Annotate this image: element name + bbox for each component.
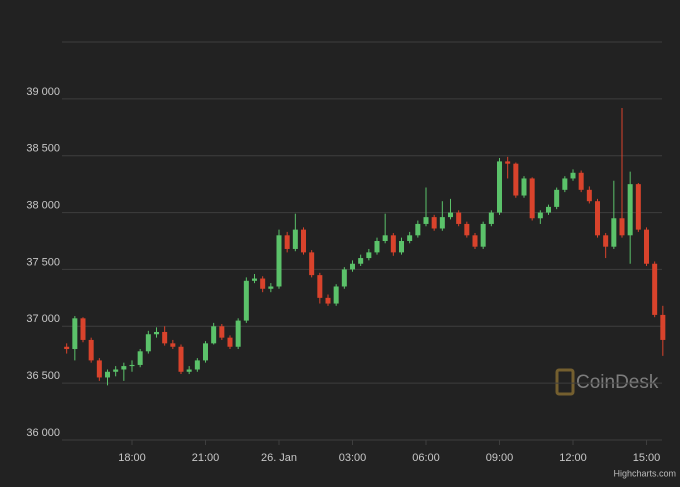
x-tick-label: 03:00 — [339, 452, 367, 464]
candle-body — [154, 331, 159, 335]
candle-body — [423, 217, 429, 224]
candle-body — [529, 178, 535, 219]
candle-body — [439, 217, 445, 229]
candle-body — [570, 172, 576, 179]
candle-body — [145, 334, 151, 352]
candle-body — [211, 326, 217, 344]
candle-body — [64, 346, 70, 350]
watermark: CoinDesk — [555, 368, 659, 396]
candle-body — [358, 258, 364, 264]
candle-body — [219, 326, 225, 338]
candle-body — [121, 366, 127, 370]
candle-body — [472, 235, 478, 247]
watermark-icon — [555, 368, 575, 396]
x-tick-label: 06:00 — [412, 452, 440, 464]
candle-body — [88, 339, 94, 361]
candle-body — [333, 286, 339, 304]
candle-body — [644, 229, 649, 264]
candle-body — [627, 184, 633, 236]
candle-body — [537, 212, 543, 219]
x-tick-label: 15:00 — [633, 452, 661, 464]
y-tick-label: 38 000 — [26, 199, 60, 211]
candle-body — [284, 235, 290, 249]
candle-body — [227, 337, 233, 347]
y-tick-label: 39 000 — [26, 86, 60, 98]
candle-body — [652, 263, 658, 315]
watermark-text: CoinDesk — [576, 372, 659, 393]
candle-body — [325, 297, 331, 304]
candle-body — [464, 223, 470, 236]
candle-body — [431, 217, 437, 229]
y-tick-label: 38 500 — [26, 143, 60, 155]
y-tick-label: 36 000 — [26, 427, 60, 439]
candle-body — [497, 161, 502, 213]
candle-body — [399, 241, 404, 253]
candle-body — [170, 343, 176, 347]
candle-body — [235, 320, 241, 347]
candle-body — [292, 229, 298, 249]
candle-body — [113, 369, 119, 372]
credits: Highcharts.com — [613, 468, 676, 478]
candle-body — [374, 241, 380, 253]
candle-body — [350, 263, 355, 270]
candle-body — [72, 318, 78, 350]
candle-body — [186, 369, 192, 372]
candle-body — [276, 235, 282, 287]
candle-body — [162, 331, 168, 344]
candle-body — [407, 235, 413, 241]
candle-body — [660, 314, 666, 340]
candle-body — [366, 252, 372, 259]
candle-body — [301, 229, 306, 253]
candle-body — [562, 178, 568, 190]
candle-body — [635, 184, 641, 230]
candle-body — [317, 275, 323, 298]
candle-body — [129, 364, 135, 367]
x-tick-label: 21:00 — [192, 452, 220, 464]
candle-body — [448, 212, 453, 218]
candle-body — [513, 163, 519, 196]
candle-body — [603, 235, 609, 247]
candle-body — [341, 269, 347, 287]
candle-body — [382, 235, 388, 241]
candle-body — [578, 172, 584, 190]
candle-body — [521, 178, 527, 196]
candle-body — [96, 360, 102, 378]
candle-body — [586, 189, 592, 202]
x-tick-label: 12:00 — [559, 452, 587, 464]
x-tick-label: 26. Jan — [261, 452, 297, 464]
candle-body — [268, 286, 274, 289]
x-tick-label: 18:00 — [118, 452, 146, 464]
y-tick-label: 36 500 — [26, 370, 60, 382]
candle-body — [203, 343, 208, 361]
candle-body — [546, 206, 551, 213]
candle-body — [260, 278, 266, 289]
candle-body — [243, 280, 249, 321]
candle-body — [194, 360, 200, 370]
y-tick-label: 37 000 — [26, 313, 60, 325]
candle-body — [178, 346, 184, 372]
candle-body — [309, 252, 315, 276]
candle-body — [480, 223, 486, 247]
candle-body — [488, 212, 494, 224]
x-tick-label: 09:00 — [486, 452, 514, 464]
candle-body — [105, 371, 110, 378]
candle-body — [137, 351, 143, 365]
candle-body — [554, 189, 560, 207]
candle-body — [505, 161, 511, 164]
candle-body — [619, 218, 625, 236]
candle-body — [415, 223, 421, 236]
candle-body — [595, 201, 600, 236]
candle-body — [611, 218, 617, 247]
candle-body — [80, 318, 86, 340]
candle-body — [252, 278, 257, 281]
candle-body — [390, 235, 396, 253]
candle-body — [456, 212, 462, 224]
y-tick-label: 37 500 — [26, 256, 60, 268]
